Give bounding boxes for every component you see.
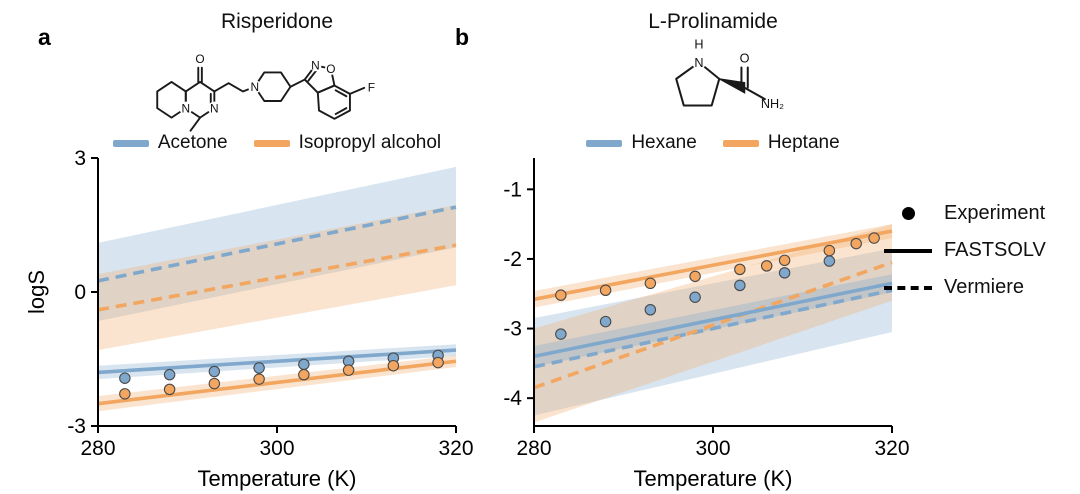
legend-item-hexane: Hexane bbox=[586, 132, 697, 154]
svg-text:320: 320 bbox=[874, 437, 909, 460]
atom-label-f: F bbox=[368, 80, 375, 94]
svg-text:logS: logS bbox=[24, 270, 49, 314]
vermiere-label: Vermiere bbox=[944, 276, 1025, 298]
experiment-points bbox=[555, 232, 880, 340]
isopropyl-alcohol-swatch bbox=[253, 139, 290, 147]
chart-a: 280 300 320 -3 0 3 Temperature (K) logS bbox=[24, 147, 474, 491]
atom-label-o: O bbox=[740, 51, 750, 65]
risperidone-structure: O N N N N O F bbox=[156, 52, 375, 132]
uncertainty-bands bbox=[98, 166, 456, 412]
atom-label-n: N bbox=[182, 101, 191, 115]
svg-text:300: 300 bbox=[259, 437, 294, 460]
atom-label-n: N bbox=[210, 101, 219, 115]
svg-text:3: 3 bbox=[74, 147, 86, 170]
svg-text:-3: -3 bbox=[67, 415, 86, 438]
chart-b: 280 300 320 -1 -2 -3 -4 Temperature (K) bbox=[503, 158, 910, 491]
svg-text:-2: -2 bbox=[503, 248, 522, 271]
panel-a-label: a bbox=[38, 24, 51, 50]
panel-a-title: Risperidone bbox=[220, 10, 334, 33]
acetone-swatch bbox=[112, 139, 149, 147]
solid-line-icon bbox=[884, 248, 932, 253]
heptane-label: Heptane bbox=[767, 132, 840, 153]
axes: 280 300 320 -3 0 3 Temperature (K) logS bbox=[24, 147, 474, 491]
svg-text:Temperature (K): Temperature (K) bbox=[634, 466, 793, 491]
l-prolinamide-structure: H N O NH₂ bbox=[675, 37, 784, 111]
svg-text:0: 0 bbox=[74, 281, 86, 304]
panel-b-label: b bbox=[455, 24, 470, 50]
experiment-points bbox=[119, 349, 444, 400]
acetone-label: Acetone bbox=[157, 132, 228, 153]
atom-label-h: H bbox=[694, 37, 703, 51]
svg-text:-3: -3 bbox=[503, 318, 522, 341]
svg-text:280: 280 bbox=[80, 437, 115, 460]
legend-item-isopropyl-alcohol: Isopropyl alcohol bbox=[253, 132, 442, 154]
svg-text:280: 280 bbox=[516, 437, 551, 460]
dashed-line-icon bbox=[884, 285, 932, 290]
legend-row-experiment: Experiment bbox=[884, 202, 1046, 225]
panel-b-solvent-legend: Hexane Heptane bbox=[533, 132, 893, 154]
svg-text:320: 320 bbox=[438, 437, 473, 460]
atom-label-n: N bbox=[694, 56, 703, 70]
atom-label-o: O bbox=[195, 52, 204, 66]
svg-text:Temperature (K): Temperature (K) bbox=[198, 466, 357, 491]
atom-label-o: O bbox=[326, 62, 335, 76]
svg-text:300: 300 bbox=[695, 437, 730, 460]
legend-item-acetone: Acetone bbox=[112, 132, 228, 154]
legend-row-fastsolv: FASTSOLV bbox=[884, 239, 1046, 262]
panel-b-title: L-Prolinamide bbox=[648, 10, 778, 33]
model-lines bbox=[533, 229, 893, 390]
svg-text:-4: -4 bbox=[503, 387, 522, 410]
hexane-swatch bbox=[586, 139, 623, 147]
atom-label-n: N bbox=[311, 58, 320, 72]
panel-a-solvent-legend: Acetone Isopropyl alcohol bbox=[97, 132, 457, 154]
experiment-label: Experiment bbox=[944, 202, 1046, 224]
hexane-label: Hexane bbox=[631, 132, 697, 153]
fastsolv-label: FASTSOLV bbox=[944, 239, 1046, 261]
legend-item-heptane: Heptane bbox=[722, 132, 840, 154]
atom-label-n: N bbox=[250, 80, 259, 94]
experiment-dot-icon bbox=[884, 207, 932, 220]
model-legend: Experiment FASTSOLV Vermiere bbox=[884, 202, 1046, 299]
axes: 280 300 320 -1 -2 -3 -4 Temperature (K) bbox=[503, 158, 910, 491]
isopropyl-alcohol-label: Isopropyl alcohol bbox=[298, 132, 442, 153]
atom-label-nh2: NH₂ bbox=[761, 97, 784, 111]
legend-row-vermiere: Vermiere bbox=[884, 276, 1046, 299]
svg-text:-1: -1 bbox=[503, 178, 522, 201]
heptane-swatch bbox=[722, 139, 759, 147]
